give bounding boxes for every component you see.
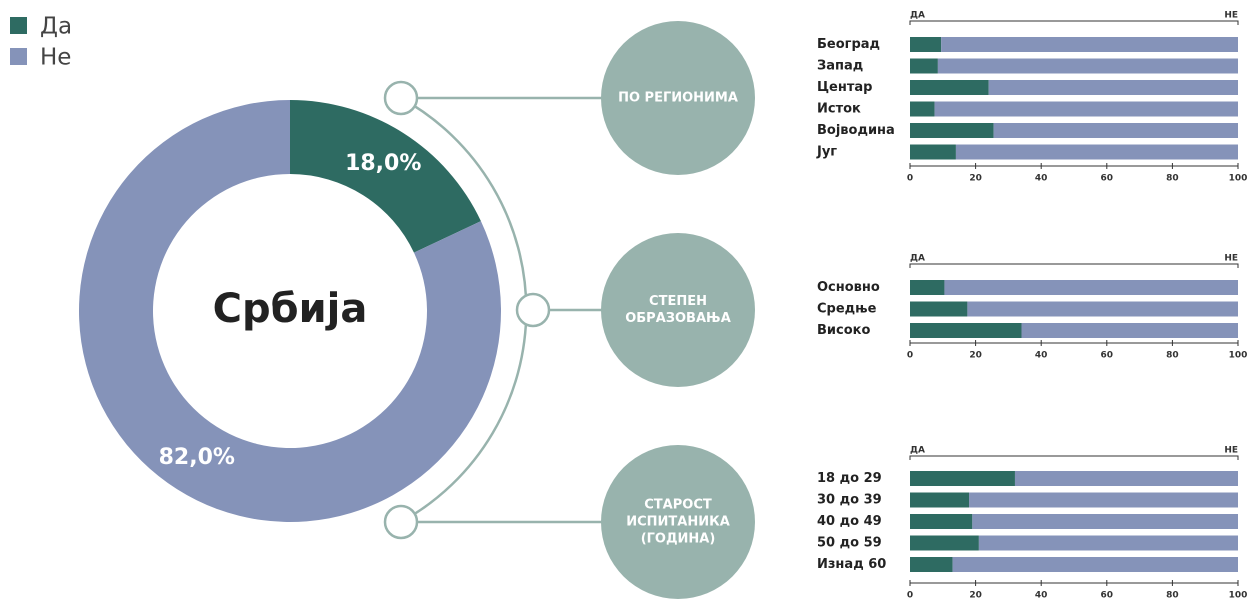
x-tick-label: 0	[907, 351, 913, 361]
x-tick-label: 60	[1101, 174, 1114, 184]
x-tick-label: 20	[969, 174, 982, 184]
scale-bracket	[909, 455, 1239, 460]
series-label: ДА	[910, 11, 925, 21]
x-tick-label: 40	[1035, 351, 1048, 361]
section-title: СТЕПЕН ОБРАЗОВАЊА	[625, 294, 731, 326]
hubs	[601, 21, 755, 599]
bar-segment	[934, 101, 1238, 117]
x-tick-label: 0	[907, 591, 913, 599]
legend-swatch	[10, 17, 27, 34]
bar-segment	[910, 144, 956, 160]
bar-segment	[910, 58, 938, 74]
bar-segment	[910, 80, 989, 95]
x-tick-label: 40	[1035, 591, 1048, 599]
bar-segment	[955, 144, 1238, 160]
bar-segment	[952, 557, 1238, 572]
x-tick-label: 100	[1229, 351, 1248, 361]
category-label: Основно	[817, 280, 880, 295]
category-label: 18 до 29	[817, 471, 882, 486]
nodes	[383, 80, 551, 540]
x-tick-label: 80	[1166, 174, 1179, 184]
category-label: Југ	[816, 145, 837, 160]
legend-swatch	[10, 48, 27, 65]
x-tick-label: 20	[969, 591, 982, 599]
bar-segment	[967, 301, 1238, 317]
category-label: Исток	[817, 102, 861, 117]
x-tick-label: 0	[907, 174, 913, 184]
bar-segment	[910, 280, 945, 295]
scale-bracket	[909, 263, 1239, 268]
bar-segment	[1021, 323, 1238, 338]
value-label: 18,0%	[345, 151, 421, 176]
category-label: Запад	[817, 59, 863, 74]
x-tick-label: 80	[1166, 591, 1179, 599]
bar-segment	[910, 37, 942, 52]
category-label: 50 до 59	[817, 536, 882, 551]
bar-segment	[910, 123, 994, 138]
legend-label: Да	[40, 14, 72, 40]
bar-segment	[944, 280, 1238, 295]
connectors	[417, 96, 602, 524]
legend-label: Не	[40, 45, 71, 71]
bar-segment	[972, 514, 1238, 529]
series-label: НЕ	[1224, 11, 1238, 21]
donut-slice	[79, 100, 502, 523]
category-label: Изнад 60	[817, 557, 886, 572]
series-label: НЕ	[1224, 446, 1238, 456]
series-label: ДА	[910, 446, 925, 456]
category-label: 40 до 49	[817, 514, 882, 529]
x-tick-label: 60	[1101, 351, 1114, 361]
bar-segment	[988, 80, 1238, 95]
category-label: Војводина	[817, 123, 895, 138]
bar-segment	[910, 323, 1022, 338]
category-label: 30 до 39	[817, 493, 882, 508]
x-tick-label: 40	[1035, 174, 1048, 184]
bar-segment	[937, 58, 1238, 74]
bar-segment	[993, 123, 1238, 138]
x-tick-label: 100	[1229, 591, 1248, 599]
scale-bracket	[909, 20, 1239, 25]
donut-slice	[290, 100, 481, 253]
x-tick-label: 60	[1101, 591, 1114, 599]
bar-segment	[978, 535, 1238, 551]
bar-segment	[910, 492, 970, 508]
series-label: НЕ	[1224, 254, 1238, 264]
category-label: Центар	[817, 80, 872, 95]
section-title: ПО РЕГИОНИМА	[618, 90, 738, 106]
bar-segment	[1014, 471, 1238, 486]
category-label: Средње	[817, 302, 877, 317]
x-tick-label: 100	[1229, 174, 1248, 184]
value-label: 82,0%	[159, 445, 235, 470]
category-label: Београд	[817, 37, 880, 52]
bar-segment	[969, 492, 1238, 508]
x-tick-label: 20	[969, 351, 982, 361]
bar-segment	[910, 514, 973, 529]
bar-segment	[910, 301, 968, 317]
bar-segment	[910, 471, 1015, 486]
bar-segment	[941, 37, 1238, 52]
section-title: СТАРОСТ ИСПИТАНИКА (ГОДИНА)	[626, 497, 730, 547]
x-tick-label: 80	[1166, 351, 1179, 361]
center-label: Србија	[213, 286, 368, 332]
bar-segment	[910, 557, 953, 572]
series-label: ДА	[910, 254, 925, 264]
category-label: Високо	[817, 323, 870, 338]
bar-segment	[910, 101, 935, 117]
bar-segment	[910, 535, 979, 551]
